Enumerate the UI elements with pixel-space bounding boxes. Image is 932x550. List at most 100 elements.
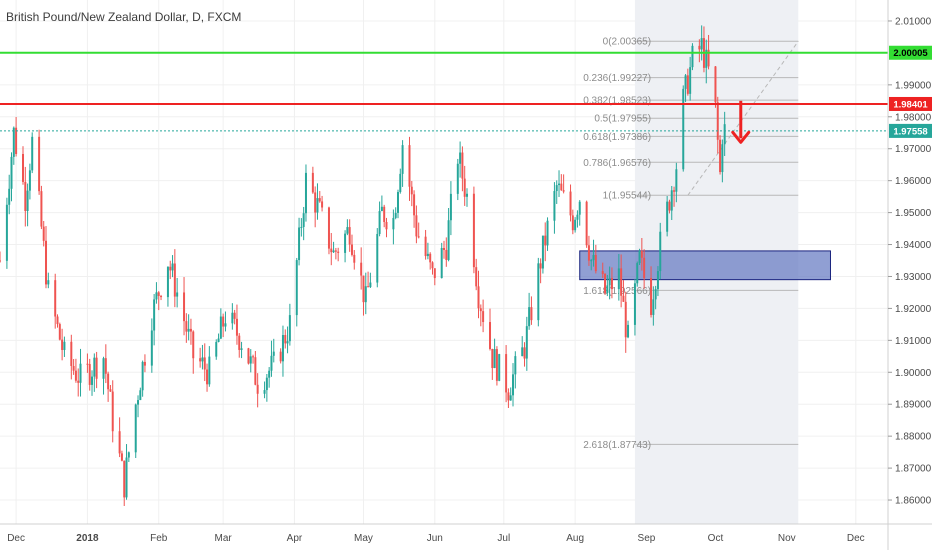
candle-body xyxy=(192,331,195,359)
candle-body xyxy=(321,201,324,208)
candle-body xyxy=(38,136,41,192)
candle-body xyxy=(689,67,692,94)
candle-body xyxy=(392,217,395,230)
candle-body xyxy=(201,357,204,362)
y-tick-label: 1.86000 xyxy=(895,496,932,507)
down-arrow-icon xyxy=(731,130,751,144)
y-tick-label: 1.91000 xyxy=(895,336,932,347)
candle-body xyxy=(475,267,478,287)
candle-body xyxy=(77,380,80,383)
candle-body xyxy=(576,214,579,220)
x-tick-label: 2018 xyxy=(76,533,99,544)
candle-body xyxy=(673,190,676,192)
x-axis: Dec 2018 Feb Mar Apr May Jun Jul Aug Sep Oct Nov Dec xyxy=(7,533,864,544)
candle-body xyxy=(231,312,234,324)
candle-body xyxy=(238,335,241,350)
candle-body xyxy=(378,211,381,234)
candle-body xyxy=(493,349,496,369)
candle-body xyxy=(463,178,466,197)
candle-body xyxy=(348,227,351,245)
candle-body xyxy=(270,355,273,371)
candle-body xyxy=(45,240,48,285)
y-tick-label: 1.95000 xyxy=(895,208,932,219)
candle-body xyxy=(682,88,685,170)
candle-body xyxy=(633,283,636,325)
candle-body xyxy=(440,247,443,279)
candle-body xyxy=(233,312,236,319)
candle-body xyxy=(298,227,301,261)
candle-body xyxy=(461,152,464,179)
candle-body xyxy=(445,249,448,260)
candle-body xyxy=(410,186,413,195)
candle-body xyxy=(640,250,643,258)
x-tick-label: Aug xyxy=(566,533,584,544)
candle-body xyxy=(47,280,50,285)
candle-body xyxy=(571,215,574,231)
candle-body xyxy=(553,191,556,221)
candle-body xyxy=(31,136,34,171)
candle-body xyxy=(185,321,188,332)
candle-body xyxy=(58,324,61,340)
candle-body xyxy=(353,254,356,263)
candle-body xyxy=(0,260,1,262)
candle-body xyxy=(610,277,613,290)
candle-body xyxy=(95,357,98,379)
candle-body xyxy=(263,390,266,394)
candle-body xyxy=(139,390,142,401)
candle-body xyxy=(562,190,565,192)
candle-body xyxy=(521,347,524,357)
y-tick-label: 2.01000 xyxy=(895,16,932,27)
candle-body xyxy=(721,144,724,173)
fib-trendline xyxy=(687,40,799,196)
candle-body xyxy=(479,308,482,312)
candle-body xyxy=(217,338,220,342)
candle-body xyxy=(509,395,512,401)
candle-body xyxy=(578,201,581,215)
candle-body xyxy=(590,260,593,262)
candle-body xyxy=(187,328,190,332)
candle-body xyxy=(472,193,475,268)
price-tags: 2.00005 1.98401 1.97558 xyxy=(889,45,932,138)
candle-body xyxy=(424,236,427,257)
candle-body xyxy=(574,219,577,231)
candle-body xyxy=(288,315,291,342)
candle-body xyxy=(143,361,146,366)
fib-level-label: 1(1.95544) xyxy=(603,191,651,202)
candle-body xyxy=(169,266,172,271)
candle-body xyxy=(171,263,174,271)
candle-body xyxy=(650,278,653,315)
candle-body xyxy=(265,377,268,391)
candle-body xyxy=(360,262,363,276)
candle-body xyxy=(592,254,595,261)
resistance-low-tag xyxy=(889,96,932,111)
candle-body xyxy=(224,323,227,327)
candle-body xyxy=(707,49,710,67)
candle-body xyxy=(399,173,402,193)
y-tick-label: 1.98000 xyxy=(895,112,932,123)
candle-body xyxy=(316,198,319,213)
candle-body xyxy=(54,280,57,317)
y-tick-label: 1.89000 xyxy=(895,400,932,411)
candle-body xyxy=(173,263,176,297)
candle-body xyxy=(362,275,365,303)
candle-body xyxy=(189,328,192,332)
candle-body xyxy=(314,192,317,213)
candle-body xyxy=(350,244,353,255)
candle-body xyxy=(199,358,202,362)
candle-body xyxy=(72,366,75,371)
candle-body xyxy=(396,192,399,213)
candle-body xyxy=(376,233,379,283)
candle-body xyxy=(620,268,623,296)
candle-body xyxy=(137,400,140,405)
candle-body xyxy=(636,263,639,284)
y-tick-label: 1.93000 xyxy=(895,272,932,283)
candle-body xyxy=(104,358,107,374)
candle-body xyxy=(272,351,275,356)
candle-body xyxy=(150,330,153,366)
y-tick-label: 1.87000 xyxy=(895,464,932,475)
candle-body xyxy=(215,341,218,357)
candle-body xyxy=(698,45,701,50)
fib-level-label: 0(2.00365) xyxy=(603,37,651,48)
x-tick-label: Jul xyxy=(497,533,510,544)
candle-body xyxy=(383,206,386,223)
